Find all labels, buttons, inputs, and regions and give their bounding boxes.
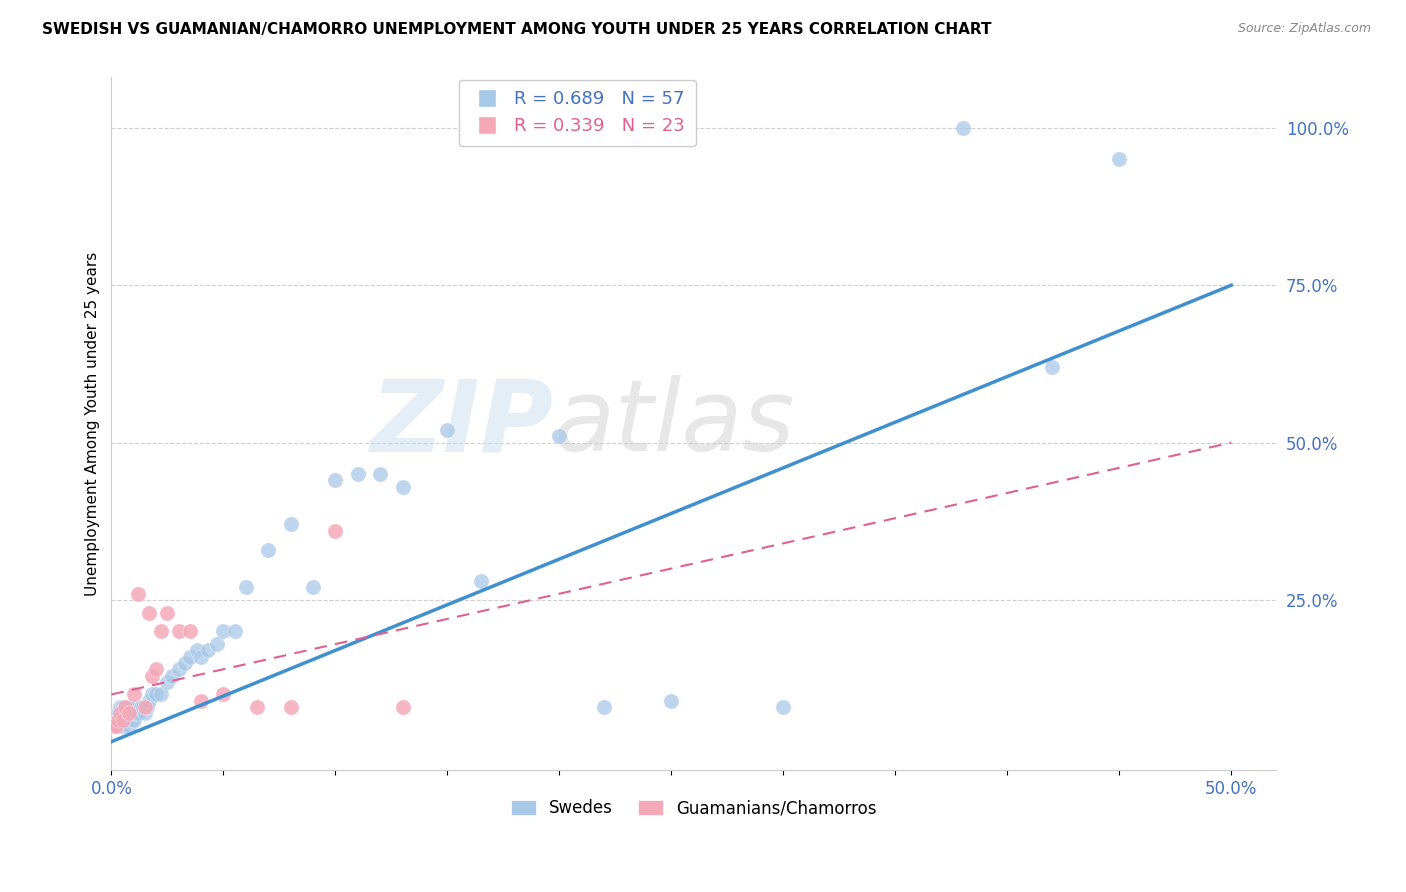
Point bbox=[325, 524, 347, 538]
Point bbox=[160, 668, 183, 682]
Point bbox=[110, 706, 132, 721]
Point bbox=[110, 706, 132, 721]
Point bbox=[1108, 153, 1130, 167]
Point bbox=[548, 429, 571, 443]
Point bbox=[104, 719, 127, 733]
Point bbox=[118, 706, 141, 721]
Point bbox=[212, 624, 235, 639]
Point bbox=[149, 688, 172, 702]
Point bbox=[212, 688, 235, 702]
Point bbox=[156, 606, 179, 620]
Point bbox=[103, 719, 125, 733]
Point bbox=[114, 706, 136, 721]
Point bbox=[138, 606, 160, 620]
Point bbox=[107, 706, 129, 721]
Point bbox=[1040, 359, 1063, 374]
Point bbox=[111, 700, 134, 714]
Point bbox=[111, 713, 134, 727]
Point bbox=[186, 643, 208, 657]
Text: atlas: atlas bbox=[554, 376, 796, 472]
Point bbox=[103, 719, 125, 733]
Point bbox=[145, 688, 167, 702]
Point bbox=[104, 719, 127, 733]
Point bbox=[235, 581, 257, 595]
Point bbox=[224, 624, 246, 639]
Point bbox=[114, 713, 136, 727]
Point bbox=[107, 713, 129, 727]
Point bbox=[141, 668, 163, 682]
Point bbox=[127, 587, 149, 601]
Point bbox=[121, 713, 143, 727]
Point bbox=[149, 624, 172, 639]
Text: SWEDISH VS GUAMANIAN/CHAMORRO UNEMPLOYMENT AMONG YOUTH UNDER 25 YEARS CORRELATIO: SWEDISH VS GUAMANIAN/CHAMORRO UNEMPLOYME… bbox=[42, 22, 991, 37]
Point bbox=[179, 624, 201, 639]
Point bbox=[179, 649, 201, 664]
Point bbox=[115, 713, 138, 727]
Point bbox=[125, 706, 148, 721]
Point bbox=[114, 700, 136, 714]
Point bbox=[368, 467, 391, 481]
Point bbox=[134, 706, 156, 721]
Point bbox=[156, 674, 179, 689]
Point bbox=[138, 694, 160, 708]
Point bbox=[197, 643, 219, 657]
Point bbox=[280, 700, 302, 714]
Point bbox=[659, 694, 682, 708]
Text: ZIP: ZIP bbox=[371, 376, 554, 472]
Point bbox=[127, 706, 149, 721]
Point bbox=[391, 700, 413, 714]
Point bbox=[167, 624, 190, 639]
Point bbox=[205, 637, 228, 651]
Point bbox=[141, 688, 163, 702]
Point bbox=[391, 480, 413, 494]
Point bbox=[118, 719, 141, 733]
Point bbox=[470, 574, 492, 588]
Point bbox=[167, 662, 190, 676]
Point bbox=[111, 719, 134, 733]
Point bbox=[115, 700, 138, 714]
Point bbox=[772, 700, 794, 714]
Point bbox=[257, 542, 280, 557]
Point bbox=[145, 662, 167, 676]
Point bbox=[952, 120, 974, 135]
Point bbox=[346, 467, 368, 481]
Point bbox=[129, 700, 152, 714]
Point bbox=[122, 706, 145, 721]
Legend: Swedes, Guamanians/Chamorros: Swedes, Guamanians/Chamorros bbox=[505, 793, 883, 824]
Point bbox=[134, 700, 156, 714]
Point bbox=[246, 700, 269, 714]
Point bbox=[190, 694, 212, 708]
Point bbox=[280, 517, 302, 532]
Point bbox=[190, 649, 212, 664]
Point bbox=[110, 700, 132, 714]
Point bbox=[118, 706, 141, 721]
Point bbox=[107, 713, 129, 727]
Point bbox=[325, 474, 347, 488]
Point bbox=[302, 581, 325, 595]
Point bbox=[122, 713, 145, 727]
Point bbox=[436, 423, 458, 437]
Text: Source: ZipAtlas.com: Source: ZipAtlas.com bbox=[1237, 22, 1371, 36]
Point bbox=[593, 700, 616, 714]
Point bbox=[122, 688, 145, 702]
Point bbox=[132, 700, 155, 714]
Y-axis label: Unemployment Among Youth under 25 years: Unemployment Among Youth under 25 years bbox=[86, 252, 100, 596]
Point bbox=[174, 656, 197, 670]
Point bbox=[104, 713, 127, 727]
Point bbox=[121, 700, 143, 714]
Point bbox=[136, 700, 159, 714]
